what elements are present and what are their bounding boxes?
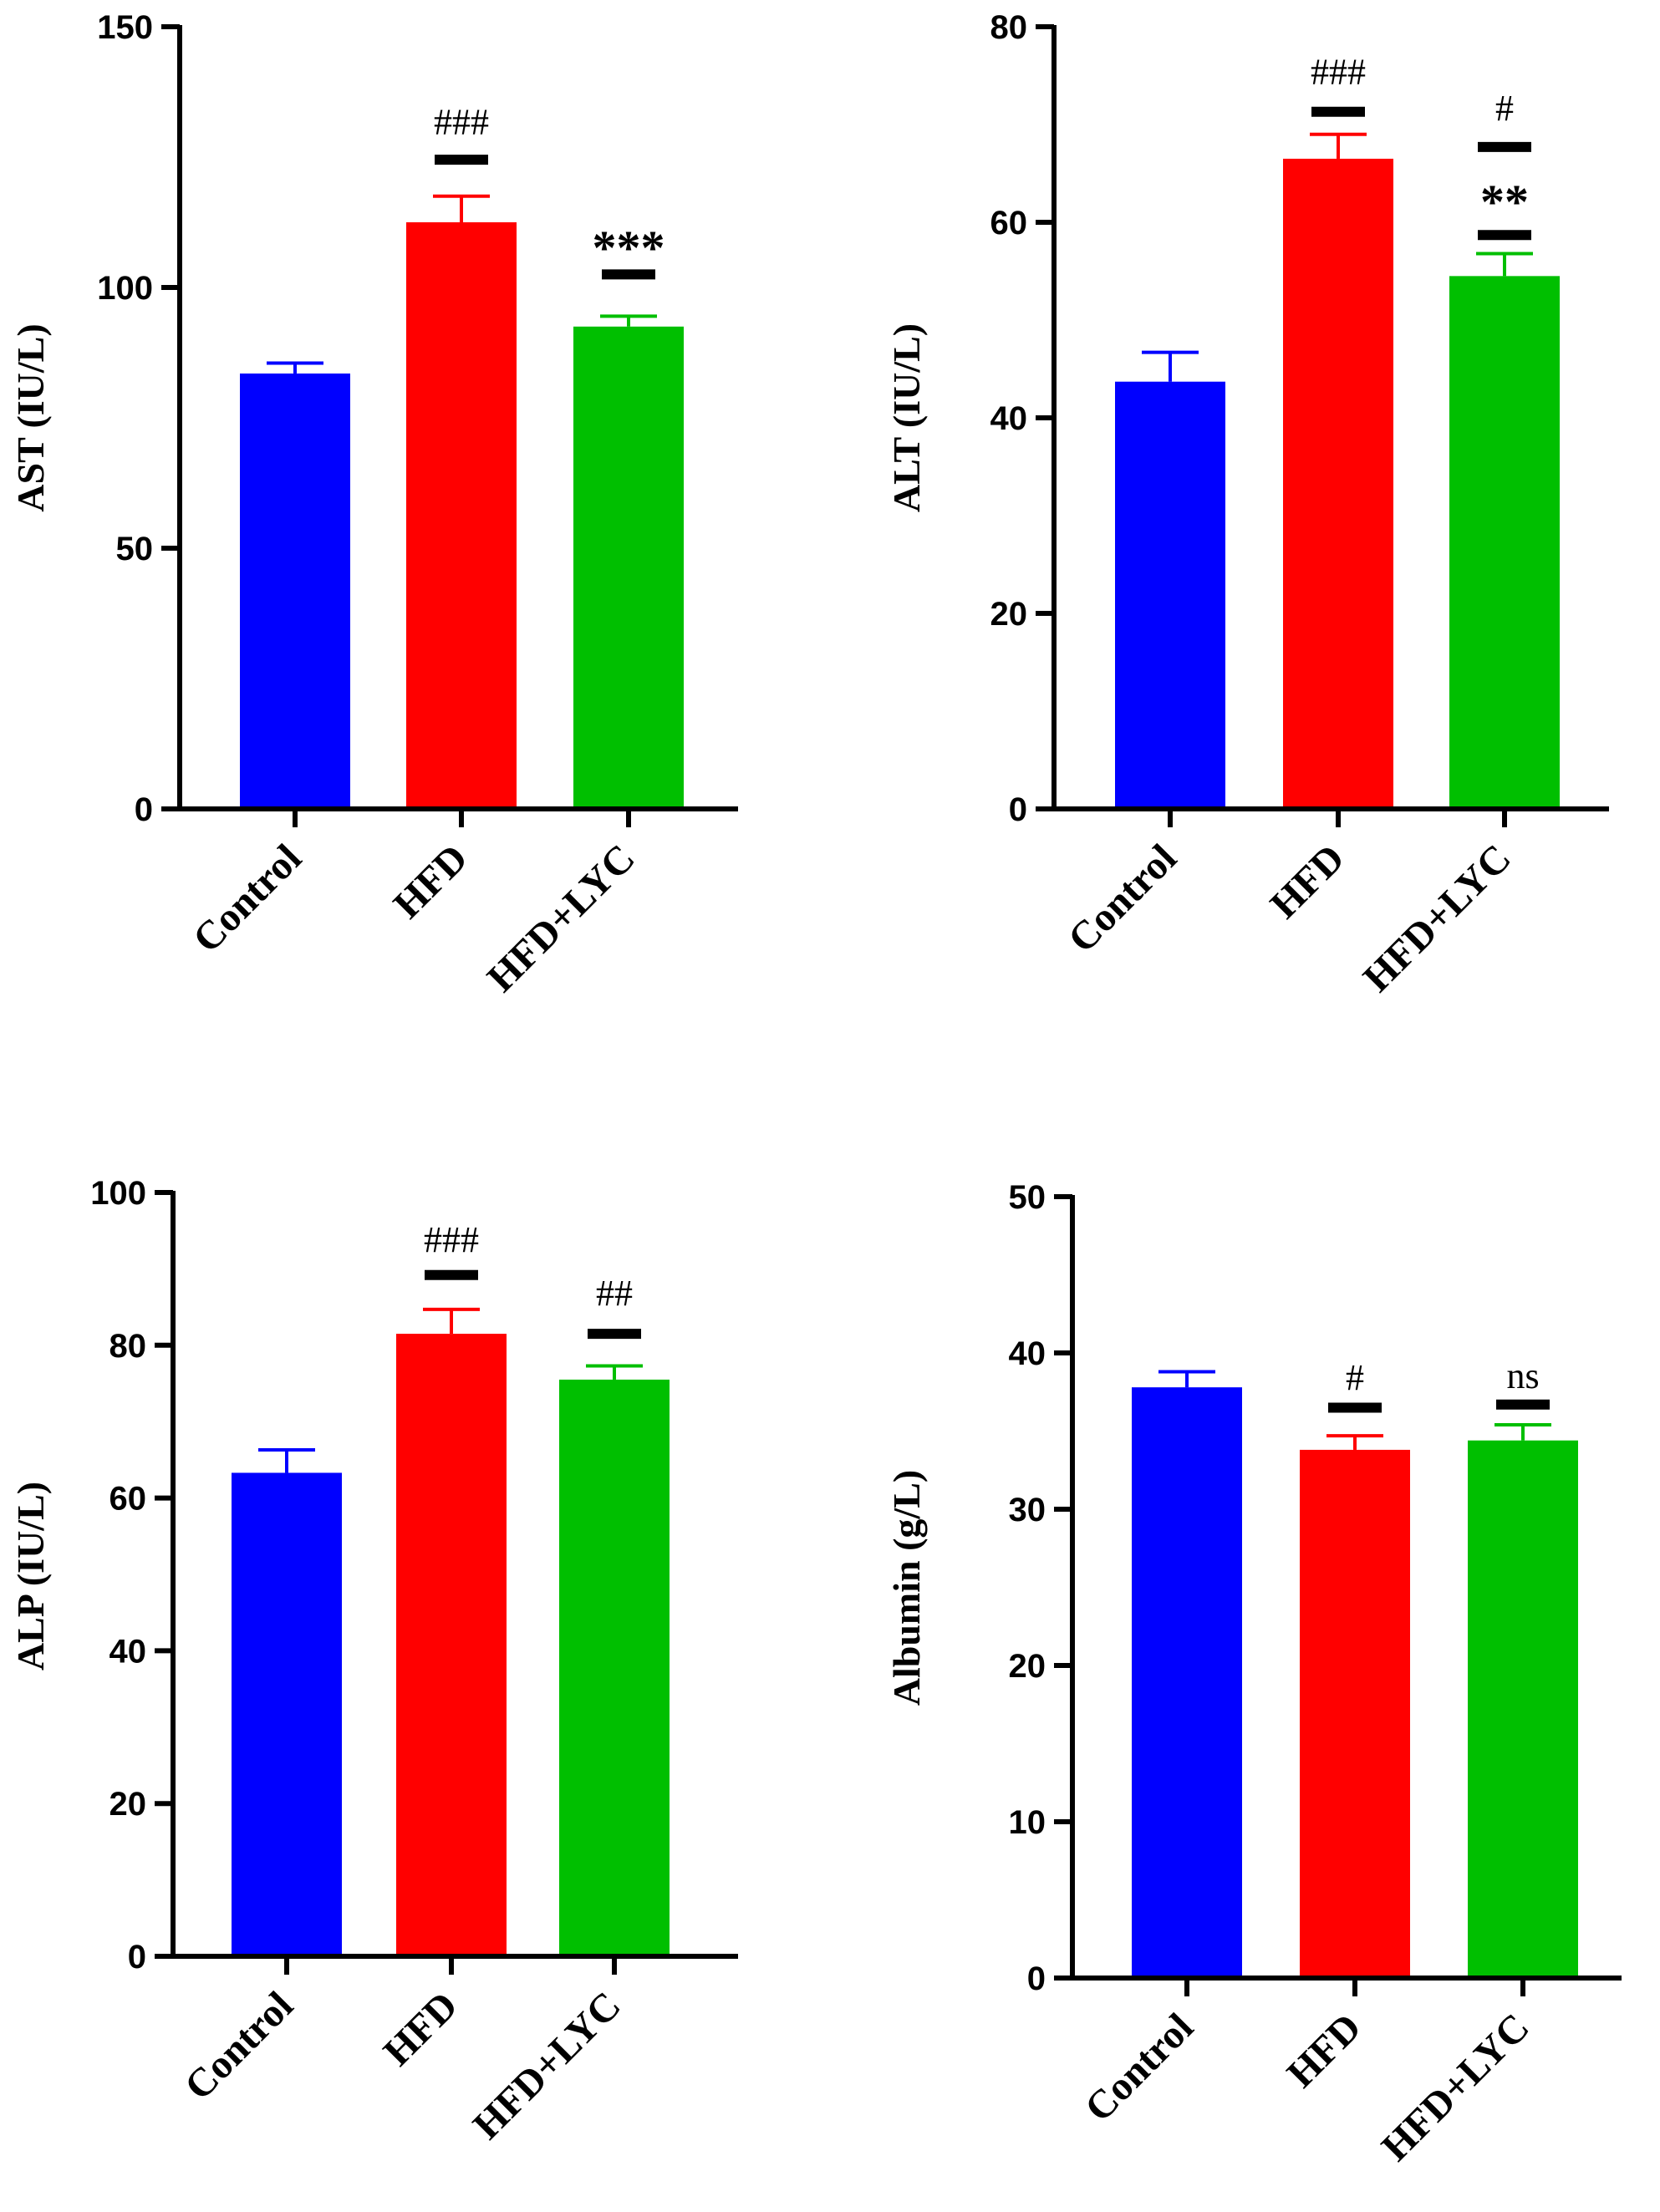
y-tick-label: 80 <box>990 9 1028 46</box>
x-tick-label: HFD+LYC <box>1373 2005 1538 2169</box>
y-tick-label: 0 <box>135 791 153 828</box>
panel-ast: 0 50 100 150 Control HFD HFD+LYC AST (IU/L) ### *… <box>9 9 738 1000</box>
significance-label: ### <box>434 101 489 142</box>
y-tick-label: 60 <box>990 205 1028 242</box>
x-tick-label: HFD <box>1262 836 1353 927</box>
y-tick-label: 50 <box>116 531 154 567</box>
significance-label: ** <box>1480 175 1529 229</box>
x-tick-label: HFD <box>385 836 476 927</box>
x-tick-label: HFD+LYC <box>479 836 644 1000</box>
y-tick-label: 10 <box>1009 1804 1046 1841</box>
x-tick-label: HFD <box>1279 2005 1370 2096</box>
significance-label: ns <box>1506 1355 1539 1396</box>
y-axis-title: AST (IU/L) <box>9 323 52 511</box>
y-tick-label: 40 <box>990 400 1028 437</box>
bar-hfd-lyc <box>1449 276 1560 809</box>
x-tick-label: HFD+LYC <box>1355 836 1520 1000</box>
x-tick-label: Control <box>1077 2005 1202 2130</box>
y-axis-title: ALT (IU/L) <box>885 323 928 512</box>
bar-control <box>232 1472 342 1956</box>
y-tick-label: 30 <box>1009 1492 1046 1528</box>
y-tick-label: 0 <box>1009 791 1027 828</box>
y-tick-label: 150 <box>97 9 153 46</box>
y-axis-title: Albumin (g/L) <box>885 1470 928 1706</box>
y-tick-label: 20 <box>109 1786 147 1823</box>
significance-label: # <box>1495 88 1514 129</box>
x-tick-label: Control <box>176 1983 302 2108</box>
y-tick-label: 0 <box>1027 1960 1046 1997</box>
bar-hfd <box>1300 1450 1410 1978</box>
x-tick-label: Control <box>185 836 310 961</box>
x-tick-label: Control <box>1060 836 1185 961</box>
bar-control <box>1132 1387 1242 1978</box>
significance-label: ## <box>596 1273 633 1314</box>
y-tick-label: 60 <box>109 1481 147 1518</box>
bar-control <box>240 374 350 809</box>
y-tick-label: 40 <box>1009 1335 1046 1372</box>
y-tick-label: 20 <box>1009 1648 1046 1685</box>
bar-hfd <box>396 1334 507 1956</box>
y-tick-label: 50 <box>1009 1179 1046 1216</box>
significance-label: # <box>1346 1357 1364 1398</box>
y-tick-label: 100 <box>90 1175 146 1212</box>
significance-label: *** <box>593 221 665 275</box>
significance-label: ### <box>424 1219 479 1260</box>
y-tick-label: 0 <box>128 1939 146 1976</box>
y-tick-label: 40 <box>109 1633 147 1670</box>
y-tick-label: 20 <box>990 596 1028 633</box>
significance-label: ### <box>1311 52 1366 93</box>
bar-hfd-lyc <box>573 327 684 809</box>
y-axis-title: ALP (IU/L) <box>9 1482 52 1670</box>
bar-hfd-lyc <box>559 1380 670 1956</box>
bar-hfd <box>1283 159 1393 809</box>
x-tick-label: HFD <box>375 1983 466 2074</box>
y-tick-label: 80 <box>109 1328 147 1365</box>
y-tick-label: 100 <box>97 270 153 307</box>
panel-albumin: 0 10 20 30 40 50 Control HFD HFD+LYC Albumin (g/L… <box>885 1179 1622 2169</box>
bar-control <box>1115 382 1225 809</box>
x-tick-label: HFD+LYC <box>465 1983 629 2148</box>
bar-hfd <box>406 222 517 809</box>
bar-hfd-lyc <box>1468 1441 1578 1978</box>
figure-panels: 050100150Control HFD HFD+LYCAST (IU/L)###*… <box>0 0 1660 2212</box>
